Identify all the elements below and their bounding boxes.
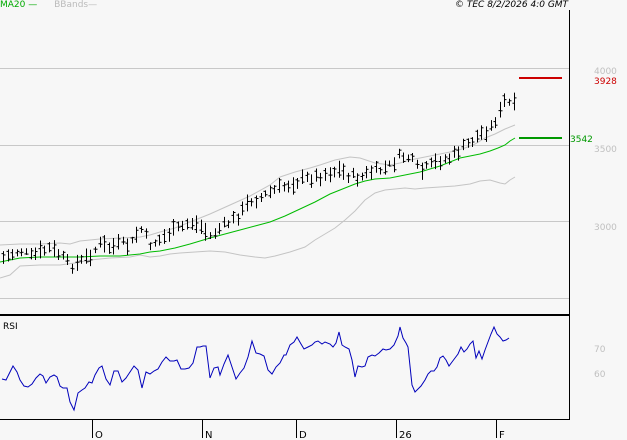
x-tick-feb: F [499, 430, 505, 440]
y-tick-4000: 4000 [594, 67, 617, 77]
bband-lower-line [0, 176, 516, 279]
legend-ma20: MA20 — [0, 0, 38, 10]
x-tick-nov: N [205, 430, 212, 440]
chart-legend: MA20 — BBands— [0, 0, 97, 11]
x-tick-2026: 26 [399, 430, 412, 440]
price-gridlines [0, 68, 569, 299]
rsi-tick-70: 70 [594, 345, 606, 355]
x-tick-oct: O [95, 430, 103, 440]
x-tick-dec: D [299, 430, 307, 440]
copyright-timestamp: © TEC 8/2/2026 4:0 GMT [455, 0, 569, 10]
y-tick-3000: 3000 [594, 223, 617, 233]
bband-upper-line [0, 124, 516, 246]
rsi-tick-60: 60 [594, 370, 606, 380]
ma20-line [0, 137, 516, 263]
last-price-label: 3928 [594, 77, 617, 87]
rsi-panel-title: RSI [3, 322, 18, 332]
rsi-line [1, 325, 510, 412]
legend-bbands: BBands— [54, 0, 98, 10]
y-tick-3500: 3500 [594, 145, 617, 155]
ma20-value-label: 3542 [570, 135, 593, 145]
x-axis-ticks [92, 420, 497, 438]
ohlc-bars [1, 92, 517, 274]
